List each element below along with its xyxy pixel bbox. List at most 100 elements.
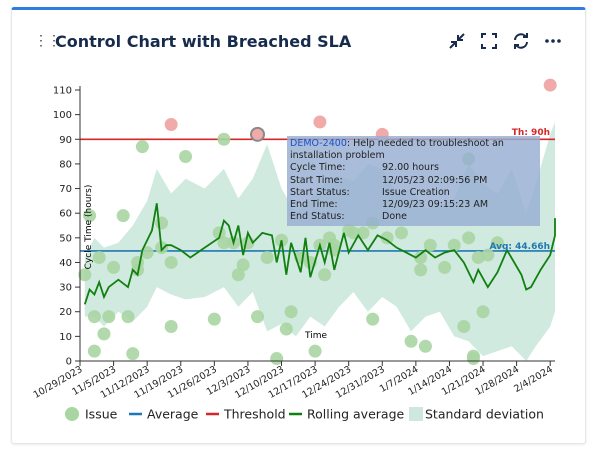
tooltip-label: Cycle Time: xyxy=(290,162,346,174)
breached-issue-point xyxy=(313,115,327,129)
tooltip-label: End Status: xyxy=(290,211,345,223)
issue-point xyxy=(135,140,149,154)
issue-point xyxy=(107,260,121,274)
issue-point xyxy=(87,310,101,324)
issue-point xyxy=(231,268,245,282)
tooltip-row: Start Status: Issue Creation xyxy=(290,187,537,199)
more-icon[interactable] xyxy=(543,31,563,51)
refresh-icon[interactable] xyxy=(511,31,531,51)
breached-issue-point xyxy=(543,78,557,92)
tooltip-value: Issue Creation xyxy=(382,186,450,198)
y-tick-label: 70 xyxy=(59,184,72,195)
legend-average-label: Average xyxy=(147,407,199,422)
issue-point xyxy=(140,246,154,260)
y-tick-label: 30 xyxy=(59,283,72,294)
issue-point xyxy=(207,312,221,326)
issue-point xyxy=(414,263,428,277)
tooltip-summary: : Help needed to troubleshoot an install… xyxy=(290,138,504,162)
issue-point xyxy=(92,251,106,265)
legend-std-deviation-marker xyxy=(409,407,423,421)
tooltip-issue-link[interactable]: DEMO-2400 xyxy=(290,138,347,149)
tooltip-label: Start Status: xyxy=(290,186,350,198)
tooltip-label: End Time: xyxy=(290,199,338,211)
y-axis-label: Cycle Time (hours) xyxy=(84,185,94,270)
issue-point xyxy=(83,209,97,223)
y-tick-label: 50 xyxy=(59,233,72,244)
issue-point xyxy=(414,251,428,265)
y-tick-label: 0 xyxy=(66,357,72,368)
issue-point xyxy=(423,238,437,252)
issue-point xyxy=(270,352,284,366)
issue-point xyxy=(121,310,135,324)
tooltip-row: End Status: Done xyxy=(290,211,537,223)
issue-point xyxy=(126,347,140,361)
y-tick-label: 20 xyxy=(59,307,72,318)
issue-point xyxy=(164,255,178,269)
issue-point xyxy=(251,310,265,324)
y-tick-label: 10 xyxy=(59,332,72,343)
tooltip-label: Start Time: xyxy=(290,174,343,186)
issue-point xyxy=(131,255,145,269)
issue-point xyxy=(217,236,231,250)
y-tick-label: 40 xyxy=(59,258,72,269)
issue-point xyxy=(318,268,332,282)
issue-point xyxy=(279,322,293,336)
y-tick-label: 60 xyxy=(59,209,72,220)
collapse-icon[interactable] xyxy=(447,31,467,51)
issue-point xyxy=(116,209,130,223)
rolling-average-line xyxy=(83,203,556,305)
issue-point xyxy=(155,216,169,230)
y-tick-label: 100 xyxy=(53,110,72,121)
issue-point xyxy=(404,334,418,348)
issue-point xyxy=(476,305,490,319)
issue-point xyxy=(78,268,92,282)
issue-point xyxy=(366,312,380,326)
tooltip-header: DEMO-2400: Help needed to troubleshoot a… xyxy=(290,138,537,162)
issue-point xyxy=(217,132,231,146)
legend-issue-marker xyxy=(65,407,79,421)
issue-point xyxy=(260,251,274,265)
widget-toolbar xyxy=(447,31,563,51)
y-tick-label: 90 xyxy=(59,135,72,146)
widget-title: Control Chart with Breached SLA xyxy=(55,32,352,51)
average-label: Avg: 44.66h xyxy=(489,242,550,252)
issue-tooltip: DEMO-2400: Help needed to troubleshoot a… xyxy=(287,136,540,226)
issue-point xyxy=(87,344,101,358)
issue-point xyxy=(462,231,476,245)
issue-point xyxy=(97,327,111,341)
issue-point xyxy=(394,226,408,240)
tooltip-row: Cycle Time: 92.00 hours xyxy=(290,162,537,174)
issue-point xyxy=(179,150,193,164)
issue-point xyxy=(236,258,250,272)
tooltip-value: 92.00 hours xyxy=(382,162,439,174)
tooltip-value: 12/05/23 02:09:56 PM xyxy=(382,174,488,186)
fullscreen-icon[interactable] xyxy=(479,31,499,51)
legend-rolling-average-label: Rolling average xyxy=(307,407,405,422)
issue-point xyxy=(284,305,298,319)
issue-point xyxy=(102,310,116,324)
tooltip-row: End Time: 12/09/23 09:15:23 AM xyxy=(290,199,537,211)
issue-point xyxy=(346,226,360,240)
legend-threshold-label: Threshold xyxy=(223,407,286,422)
issue-point xyxy=(490,236,504,250)
legend: Issue Average Threshold Rolling average Stan… xyxy=(65,407,544,422)
tooltip-row: Start Time: 12/05/23 02:09:56 PM xyxy=(290,175,537,187)
breached-issue-point xyxy=(164,117,178,131)
breached-issue-point xyxy=(250,126,266,142)
issue-point xyxy=(466,352,480,366)
issue-point xyxy=(447,238,461,252)
y-tick-label: 110 xyxy=(53,86,72,97)
x-tick-label: 2/4/2024 xyxy=(512,364,554,395)
issue-point xyxy=(164,320,178,334)
widget-header: ⋮⋮ Control Chart with Breached SLA xyxy=(12,10,585,66)
issue-point xyxy=(380,231,394,245)
issue-point xyxy=(457,320,471,334)
issue-point xyxy=(356,226,370,240)
issue-point xyxy=(481,248,495,262)
legend-issue-label: Issue xyxy=(85,407,118,422)
y-tick-label: 80 xyxy=(59,159,72,170)
issue-point xyxy=(418,339,432,353)
drag-handle-icon[interactable]: ⋮⋮ xyxy=(34,32,61,48)
tooltip-value: Done xyxy=(382,211,407,223)
